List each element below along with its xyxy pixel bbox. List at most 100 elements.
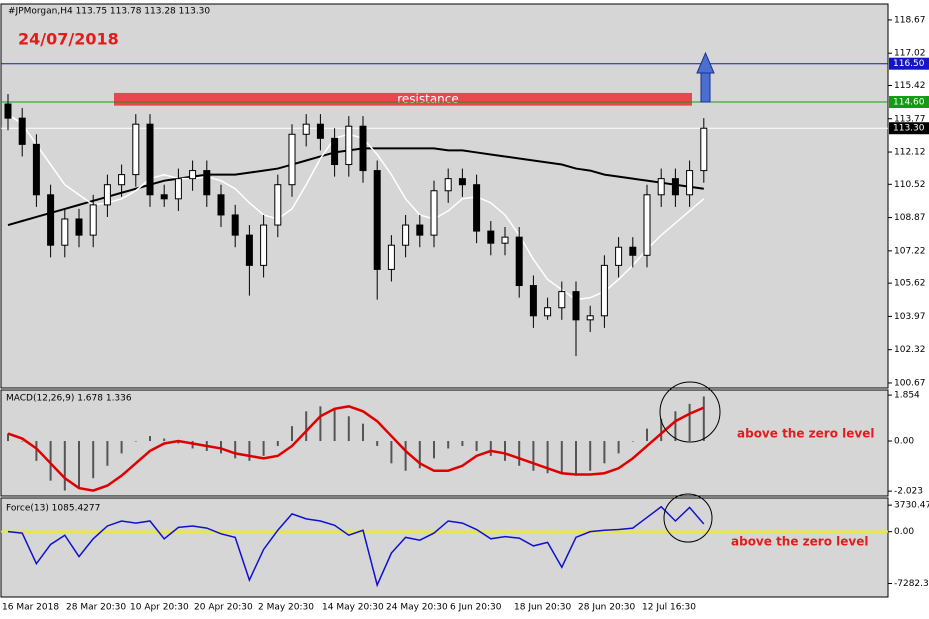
candle-body: [544, 307, 552, 317]
candle-body: [316, 123, 324, 139]
macd-bar: [262, 441, 265, 456]
macd-bar: [347, 416, 350, 442]
macd-bar: [390, 441, 393, 464]
candle-body: [586, 315, 594, 321]
arrow-head: [696, 51, 715, 74]
level-box: [889, 57, 929, 70]
macd-bar: [7, 433, 9, 442]
macd-bar: [305, 411, 308, 442]
x-tick-label: 12 Jul 16:30: [642, 603, 696, 613]
macd-bar: [63, 441, 66, 491]
macd-bar: [149, 436, 151, 442]
macd-bar: [35, 441, 38, 461]
macd-bar: [49, 441, 52, 481]
candle-body: [657, 178, 665, 196]
date-annotation: 24/07/2018: [18, 30, 119, 49]
moving-average: [7, 147, 704, 227]
highlight-circle: [663, 493, 713, 543]
candle-body: [103, 184, 111, 206]
candle-body: [47, 194, 55, 246]
candle-body: [629, 246, 637, 256]
candle-body: [487, 230, 495, 244]
x-tick-label: 28 Mar 20:30: [66, 603, 126, 613]
force-title: Force(13) 1085.4277: [6, 504, 100, 514]
level-label: 116.50: [893, 59, 925, 69]
resistance-label: resistance: [397, 92, 459, 106]
y-tick-label: 117.02: [894, 49, 926, 59]
macd-bar: [333, 408, 336, 442]
force-line: [7, 505, 705, 588]
y-tick-label: 107.22: [894, 246, 926, 256]
macd-bar: [447, 441, 450, 449]
macd-title: MACD(12,26,9) 1.678 1.336: [6, 394, 132, 404]
candle-body: [615, 246, 623, 266]
macd-bar: [702, 396, 705, 442]
candle-body: [32, 143, 40, 196]
y-tick-label: 103.97: [894, 312, 926, 322]
x-tick-label: 14 May 20:30: [322, 603, 384, 613]
macd-bar: [603, 441, 606, 464]
arrow-shaft: [700, 71, 711, 103]
macd-bar: [489, 441, 492, 456]
candle-body: [600, 264, 608, 317]
y-tick-label: 102.32: [894, 345, 926, 355]
candle-body: [331, 137, 339, 166]
candle-body: [160, 194, 168, 200]
candle-body: [686, 170, 694, 196]
candle-body: [373, 170, 381, 270]
y-tick-label: 0.00: [894, 437, 914, 447]
candle-body: [89, 204, 97, 236]
macd-bar: [92, 441, 95, 479]
candle-body: [146, 123, 154, 196]
candle-body: [458, 178, 466, 186]
chart-title: #JPMorgan,H4 113.75 113.78 113.28 113.30: [8, 7, 210, 17]
macd-bar: [376, 441, 379, 446]
x-tick-label: 24 May 20:30: [386, 603, 448, 613]
macd-bar: [163, 438, 166, 442]
macd-bar: [120, 441, 123, 454]
x-tick-label: 2 May 20:30: [258, 603, 314, 613]
candle-body: [558, 291, 566, 309]
macd-bar: [21, 441, 24, 442]
macd-bar: [106, 441, 109, 466]
macd-bar: [674, 411, 677, 442]
macd-bar: [418, 441, 421, 469]
candle-body: [288, 133, 296, 186]
macd-bar: [631, 441, 634, 442]
candle-body: [189, 170, 197, 180]
main-panel: [0, 3, 889, 389]
macd-bar: [78, 441, 80, 489]
macd-bar: [291, 426, 293, 442]
y-tick-label: 3730.475: [894, 501, 929, 511]
force-annotation: above the zero level: [731, 535, 868, 549]
y-tick-label: 115.42: [894, 81, 926, 91]
macd-annotation: above the zero level: [737, 427, 874, 441]
macd-bar: [617, 441, 620, 454]
candle-body: [4, 103, 12, 119]
macd-bar: [532, 441, 535, 471]
candle-body: [203, 170, 211, 196]
y-tick-label: 105.62: [894, 279, 926, 289]
macd-bar: [319, 406, 322, 442]
y-tick-label: 108.87: [894, 213, 926, 223]
candle-body: [430, 190, 438, 236]
macd-bar: [248, 441, 251, 461]
candle-body: [245, 234, 253, 266]
y-tick-label: 1.854: [894, 391, 920, 401]
macd-bar: [276, 441, 279, 446]
y-tick-label: -2.023: [894, 487, 923, 497]
macd-bar: [134, 441, 137, 442]
up-arrow: [696, 51, 715, 103]
candle-body: [671, 178, 679, 196]
candle-body: [302, 123, 310, 135]
moving-average: [7, 113, 705, 301]
candle-body: [18, 117, 26, 145]
candle-body: [174, 178, 182, 200]
level-label: 114.60: [893, 98, 925, 108]
candle-body: [345, 125, 353, 166]
macd-bar: [518, 441, 521, 466]
candle-body: [359, 125, 367, 172]
candle-body: [61, 218, 69, 246]
candle-body: [473, 184, 481, 232]
